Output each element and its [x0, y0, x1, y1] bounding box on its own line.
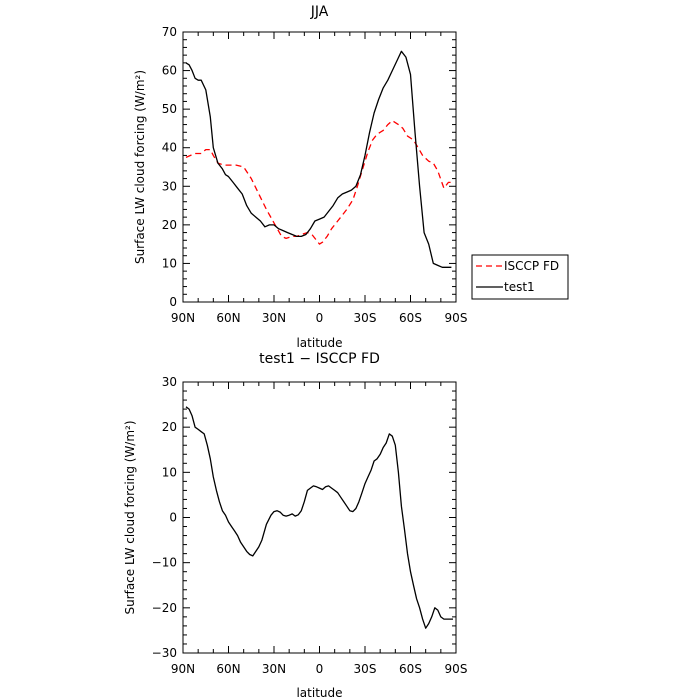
- legend-box: [471, 254, 569, 300]
- y-tick-label: 30: [162, 179, 177, 193]
- x-tick-label: 90N: [171, 662, 195, 676]
- series-line-test1: [185, 50, 452, 268]
- y-tick-label: 0: [169, 295, 177, 309]
- y-tick-label: −10: [152, 556, 177, 570]
- y-tick-label: 50: [162, 102, 177, 116]
- y-axis-label: Surface LW cloud forcing (W/m²): [123, 420, 137, 614]
- legend-label: test1: [504, 280, 535, 294]
- x-tick-label: 60N: [216, 311, 240, 325]
- y-axis-label: Surface LW cloud forcing (W/m²): [133, 70, 147, 264]
- x-axis-label: latitude: [296, 686, 342, 700]
- chart-title: test1 − ISCCP FD: [259, 351, 380, 367]
- x-tick-label: 30N: [262, 662, 286, 676]
- y-tick-label: 30: [162, 375, 177, 389]
- x-tick-label: 90S: [445, 311, 468, 325]
- chart-panel-2: 90N 60N 30N 0 30S 60S 90S −30 −20 −10 0 10 20 30 test1…: [123, 351, 467, 700]
- x-axis-label: latitude: [296, 336, 342, 350]
- y-tick-label: 10: [162, 256, 177, 270]
- series-line-difference: [185, 406, 453, 629]
- x-tick-label: 90S: [445, 662, 468, 676]
- chart-panel-1: 90N 60N 30N 0 30S 60S 90S 0 10 20 30 40 50 60 70 JJA lat…: [133, 4, 569, 350]
- x-tick-label: 30S: [354, 662, 377, 676]
- y-tick-label: 60: [162, 64, 177, 78]
- y-tick-label: 70: [162, 25, 177, 39]
- x-tick-label: 60N: [216, 662, 240, 676]
- y-tick-label: 40: [162, 141, 177, 155]
- x-tick-label: 0: [316, 662, 324, 676]
- x-tick-label: 60S: [399, 311, 422, 325]
- legend-label: ISCCP FD: [504, 259, 559, 273]
- x-tick-label: 30S: [354, 311, 377, 325]
- y-tick-label: 20: [162, 420, 177, 434]
- legend: ISCCP FD test1: [471, 254, 569, 300]
- y-tick-label: −30: [152, 646, 177, 660]
- y-tick-label: 10: [162, 465, 177, 479]
- x-tick-label: 30N: [262, 311, 286, 325]
- x-tick-label: 0: [316, 311, 324, 325]
- chart-title: JJA: [310, 4, 329, 20]
- y-tick-label: 20: [162, 218, 177, 232]
- plot-frame: [182, 381, 457, 654]
- y-tick-label: 0: [169, 511, 177, 525]
- x-tick-label: 90N: [171, 311, 195, 325]
- y-tick-label: −20: [152, 601, 177, 615]
- series-line-isccp-fd: [185, 120, 453, 245]
- x-tick-label: 60S: [399, 662, 422, 676]
- plot-frame: [182, 31, 457, 303]
